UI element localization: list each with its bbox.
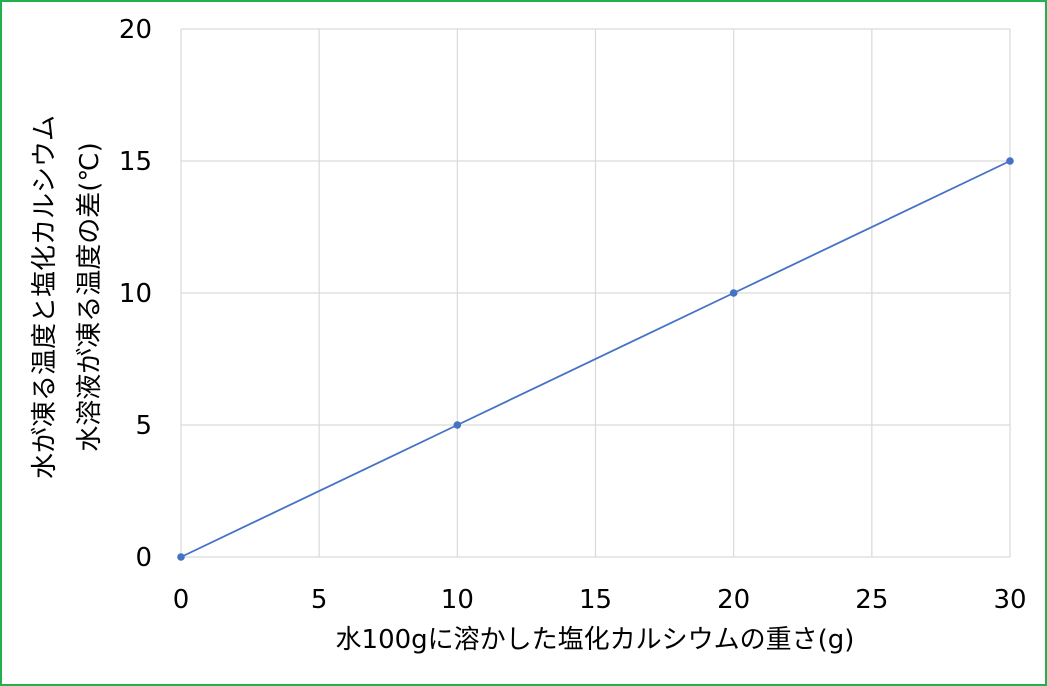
x-tick-label: 15 [579, 585, 612, 615]
series-group [177, 157, 1014, 561]
data-point [1006, 157, 1014, 165]
y-tick-label: 5 [135, 411, 152, 441]
y-tick-labels: 0 5 10 15 20 [119, 15, 152, 573]
y-tick-label: 15 [119, 147, 152, 177]
x-tick-label: 0 [173, 585, 190, 615]
series-line [180, 160, 1011, 558]
x-tick-label: 30 [993, 585, 1026, 615]
x-tick-label: 25 [855, 585, 888, 615]
data-point [453, 421, 462, 429]
y-gridlines [181, 28, 1010, 558]
data-point [177, 553, 185, 561]
x-tick-label: 5 [311, 585, 328, 615]
y-tick-label: 20 [119, 15, 152, 45]
y-tick-label: 0 [135, 543, 152, 573]
y-axis-title-line-1: 水が凍る温度と塩化カルシウム [30, 115, 60, 479]
data-point [729, 289, 738, 297]
y-tick-label: 10 [119, 279, 152, 309]
x-tick-label: 20 [717, 585, 750, 615]
x-tick-labels: 0 5 10 15 20 25 30 [173, 585, 1027, 615]
y-axis-title: 水が凍る温度と塩化カルシウム 水溶液が凍る温度の差(℃) [30, 115, 105, 479]
x-axis-title: 水100gに溶かした塩化カルシウムの重さ(g) [336, 625, 855, 655]
y-axis-title-line-2: 水溶液が凍る温度の差(℃) [75, 142, 105, 452]
x-tick-label: 10 [441, 585, 474, 615]
